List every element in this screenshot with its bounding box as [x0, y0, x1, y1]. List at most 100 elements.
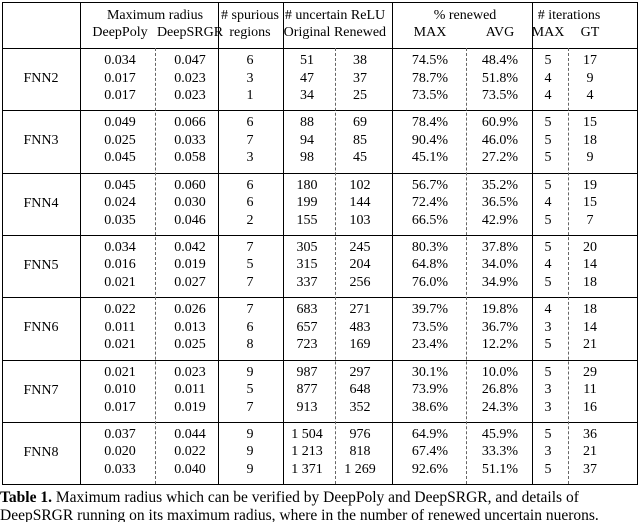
cell: 7	[246, 302, 254, 318]
cell: 16	[583, 399, 597, 415]
cell: 9	[246, 426, 254, 442]
cell: 69	[353, 115, 367, 131]
cell: 0.020	[104, 444, 136, 460]
cell: 0.045	[104, 177, 136, 193]
cell: 78.4%	[411, 115, 449, 131]
cell: 15	[583, 195, 597, 211]
cell: 0.022	[174, 444, 206, 460]
cell: 18	[583, 132, 597, 148]
v-rule	[218, 2, 219, 485]
cell: 683	[296, 302, 318, 318]
v-rule-dashed	[155, 48, 157, 485]
cell: 5	[544, 337, 552, 353]
cell: 5	[544, 239, 552, 255]
cell: 4	[544, 70, 552, 86]
sub-header: MAX	[413, 25, 447, 40]
v-rule-dashed	[335, 48, 337, 485]
cell: 30.1%	[411, 364, 449, 380]
cell: 0.023	[174, 364, 206, 380]
sub-header: AVG	[485, 25, 515, 40]
cell: 73.5%	[411, 319, 449, 335]
row-group-label: FNN3	[23, 133, 59, 149]
cell: 0.058	[174, 150, 206, 166]
cell: 6	[246, 319, 254, 335]
row-group-label: FNN7	[23, 382, 59, 398]
group-header: # spurious	[221, 8, 279, 23]
v-rule	[283, 2, 284, 485]
group-header: % renewed	[433, 8, 497, 23]
cell: 46.0%	[481, 132, 519, 148]
cell: 180	[296, 177, 318, 193]
caption-line: Table 1. Maximum radius which can be ver…	[0, 490, 579, 506]
cell: 45.9%	[481, 426, 519, 442]
sub-header: GT	[580, 25, 600, 40]
cell: 1 504	[291, 426, 323, 442]
cell: 7	[246, 239, 254, 255]
v-rule	[637, 2, 638, 485]
cell: 0.035	[104, 212, 136, 228]
cell: 0.042	[174, 239, 206, 255]
cell: 37	[353, 70, 367, 86]
sub-header: DeepPoly	[92, 25, 148, 40]
cell: 0.066	[174, 115, 206, 131]
row-group-label: FNN2	[23, 71, 59, 87]
cell: 0.025	[104, 132, 136, 148]
cell: 297	[349, 364, 371, 380]
cell: 0.044	[174, 426, 206, 442]
cell: 3	[246, 70, 254, 86]
cell: 0.021	[104, 364, 136, 380]
cell: 0.026	[174, 302, 206, 318]
cell: 21	[583, 444, 597, 460]
cell: 315	[296, 257, 318, 273]
v-rule	[532, 2, 533, 485]
row-group-label: FNN4	[23, 195, 59, 211]
cell: 657	[296, 319, 318, 335]
caption-text: Maximum radius which can be verified by …	[51, 489, 579, 506]
cell: 33.3%	[481, 444, 519, 460]
cell: 9	[586, 150, 594, 166]
cell: 1 213	[291, 444, 323, 460]
cell: 60.9%	[481, 115, 519, 131]
cell: 85	[353, 132, 367, 148]
cell: 5	[246, 257, 254, 273]
cell: 35.2%	[481, 177, 519, 193]
cell: 36.5%	[481, 195, 519, 211]
cell: 5	[246, 382, 254, 397]
group-header: Maximum radius	[106, 8, 204, 23]
v-rule-dashed	[466, 48, 468, 485]
cell: 51.8%	[481, 70, 519, 86]
cell: 5	[544, 150, 552, 166]
cell: 18	[583, 274, 597, 290]
cell: 0.037	[104, 426, 136, 442]
cell: 5	[544, 212, 552, 228]
cell: 0.047	[174, 53, 206, 68]
cell: 0.023	[174, 70, 206, 86]
cell: 39.7%	[411, 302, 449, 318]
cell: 1 269	[344, 461, 376, 477]
cell: 199	[296, 195, 318, 211]
cell: 4	[544, 195, 552, 211]
cell: 0.034	[104, 53, 136, 68]
cell: 98	[300, 150, 314, 166]
cell: 7	[246, 399, 254, 415]
cell: 51.1%	[481, 461, 519, 477]
cell: 92.6%	[411, 461, 449, 477]
cell: 34.0%	[481, 257, 519, 273]
cell: 9	[246, 364, 254, 380]
cell: 67.4%	[411, 444, 449, 460]
cell: 0.019	[174, 399, 206, 415]
cell: 5	[544, 132, 552, 148]
cell: 47	[300, 70, 314, 86]
group-header: # iterations	[537, 8, 601, 23]
cell: 5	[544, 274, 552, 290]
cell: 73.5%	[481, 88, 519, 103]
cell: 56.7%	[411, 177, 449, 193]
cell: 42.9%	[481, 212, 519, 228]
cell: 34	[300, 88, 314, 103]
cell: 94	[300, 132, 314, 148]
cell: 5	[544, 177, 552, 193]
row-group-label: FNN8	[23, 444, 59, 460]
cell: 0.030	[174, 195, 206, 211]
cell: 12.2%	[481, 337, 519, 353]
cell: 337	[296, 274, 318, 290]
